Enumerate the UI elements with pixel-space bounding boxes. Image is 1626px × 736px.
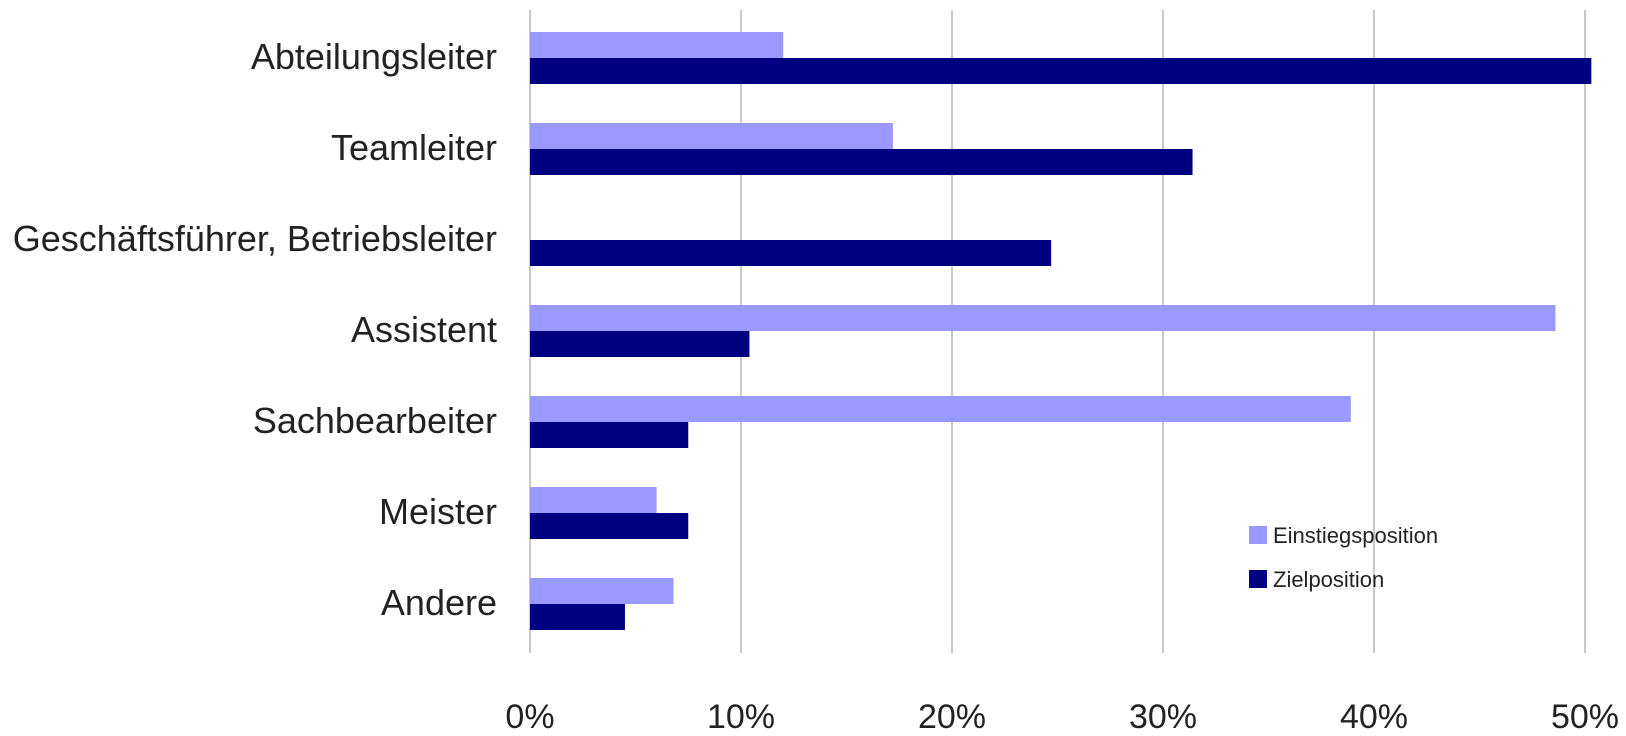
legend: Einstiegsposition Zielposition [1249, 523, 1438, 592]
bar-ziel-4 [530, 422, 689, 448]
legend-label-1: Zielposition [1273, 567, 1384, 592]
category-label-0: Abteilungsleiter [251, 36, 497, 77]
category-label-2: Geschäftsführer, Betriebsleiter [13, 218, 497, 259]
bar-ziel-5 [530, 513, 689, 539]
category-label-1: Teamleiter [331, 127, 497, 168]
x-tick-label-3: 30% [1129, 698, 1197, 736]
bar-ziel-3 [530, 331, 750, 357]
bar-ziel-6 [530, 604, 625, 630]
bar-einstieg-5 [530, 487, 657, 513]
legend-label-0: Einstiegsposition [1273, 523, 1438, 548]
legend-swatch-1 [1249, 570, 1267, 588]
category-labels: Abteilungsleiter Teamleiter Geschäftsführe… [13, 36, 497, 623]
grid-lines [529, 10, 1586, 653]
legend-swatch-0 [1249, 526, 1267, 544]
bar-einstieg-0 [530, 32, 784, 58]
x-tick-label-1: 10% [707, 698, 775, 736]
category-label-3: Assistent [351, 309, 497, 350]
x-tick-label-4: 40% [1340, 698, 1408, 736]
category-label-6: Andere [381, 582, 497, 623]
bar-einstieg-1 [530, 123, 893, 149]
bar-ziel-0 [530, 58, 1592, 84]
x-tick-label-0: 0% [505, 698, 554, 736]
x-tick-labels: 0% 10% 20% 30% 40% 50% [505, 698, 1619, 736]
category-label-4: Sachbearbeiter [253, 400, 497, 441]
category-label-5: Meister [379, 491, 497, 532]
bar-einstieg-6 [530, 578, 674, 604]
bars [530, 32, 1592, 630]
bar-einstieg-4 [530, 396, 1351, 422]
bar-ziel-2 [530, 240, 1052, 266]
bar-einstieg-3 [530, 305, 1556, 331]
bar-ziel-1 [530, 149, 1193, 175]
x-tick-label-2: 20% [918, 698, 986, 736]
x-tick-label-5: 50% [1551, 698, 1619, 736]
